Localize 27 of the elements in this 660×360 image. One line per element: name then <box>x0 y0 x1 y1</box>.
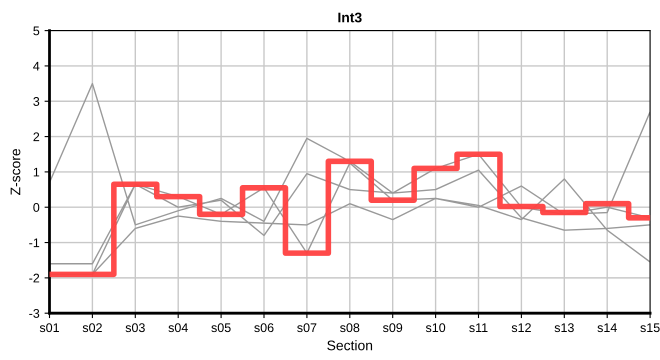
x-axis-title: Section <box>327 340 372 350</box>
y-axis-title: Z-score <box>10 148 20 195</box>
x-tick-label: s08 <box>340 323 360 332</box>
y-tick-label: 5 <box>33 26 40 36</box>
x-tick-label: s12 <box>512 323 531 332</box>
y-tick-label: 1 <box>34 168 40 176</box>
x-tick-label: s15 <box>640 323 660 332</box>
y-tick-label: 3 <box>33 97 40 106</box>
y-tick-label: 4 <box>33 62 40 70</box>
chart-title: Int3 <box>338 12 362 22</box>
x-tick-label: s06 <box>254 323 274 332</box>
x-tick-label: s02 <box>82 323 102 332</box>
x-tick-label: s11 <box>469 323 488 332</box>
y-tick-label: 2 <box>33 132 40 142</box>
y-tick-label: 0 <box>33 203 40 212</box>
x-tick-label: s01 <box>40 323 59 332</box>
x-tick-label: s03 <box>126 323 145 332</box>
y-tick-label: -3 <box>29 309 40 318</box>
x-tick-label: s07 <box>297 323 316 332</box>
x-tick-label: s09 <box>382 323 402 332</box>
x-tick-label: s14 <box>597 323 617 332</box>
y-tick-label: -2 <box>29 274 40 282</box>
x-tick-label: s10 <box>426 323 446 332</box>
x-tick-label: s04 <box>168 323 188 332</box>
x-tick-label: s13 <box>554 323 574 332</box>
y-tick-label: -1 <box>29 238 40 248</box>
x-tick-label: s05 <box>211 323 231 332</box>
